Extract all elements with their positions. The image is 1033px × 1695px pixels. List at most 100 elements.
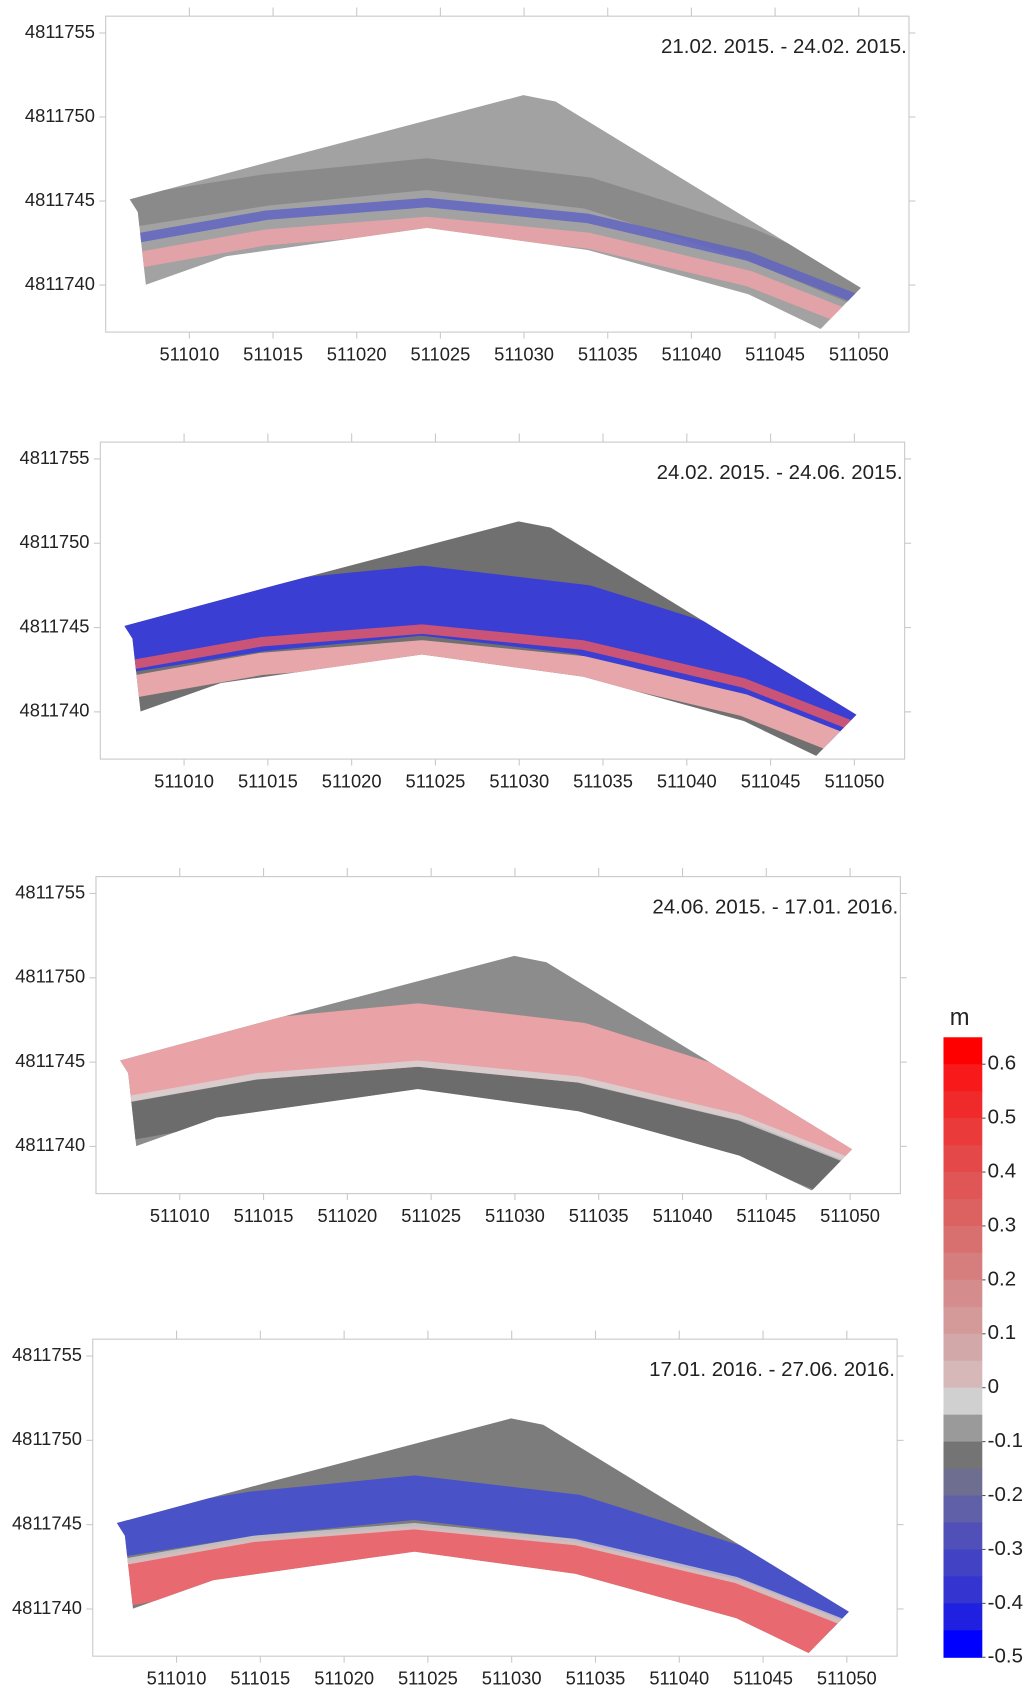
- x-tick-label: 511025: [406, 771, 466, 792]
- x-tick-label: 511020: [327, 344, 387, 365]
- x-tick-label: 511045: [745, 344, 805, 365]
- colorbar-segment: [943, 1064, 983, 1092]
- x-tick-label: 511050: [824, 771, 884, 792]
- colorbar-tick-label: 0: [988, 1375, 999, 1398]
- colorbar-segment: [943, 1630, 983, 1658]
- band: [129, 158, 861, 309]
- plot-frame: [92, 1338, 898, 1657]
- colorbar-tick-label: 0.2: [988, 1267, 1016, 1290]
- colorbar-segment: [943, 1333, 983, 1362]
- x-tick-label: 511020: [317, 1205, 377, 1226]
- y-tick-label: 4811755: [20, 447, 90, 468]
- x-tick-label: 511045: [736, 1205, 796, 1226]
- colorbar-segment: [943, 1549, 983, 1577]
- x-tick-label: 511010: [150, 1205, 210, 1226]
- x-tick-label: 511025: [410, 344, 470, 365]
- colorbar-title: m: [950, 1005, 970, 1031]
- band: [124, 640, 857, 756]
- x-tick-label: 511010: [154, 771, 214, 792]
- colorbar-segment: [943, 1414, 983, 1443]
- x-tick-label: 511035: [566, 1668, 626, 1689]
- band: [120, 1066, 853, 1191]
- colorbar-segment: [943, 1468, 983, 1497]
- colorbar-segment: [943, 1225, 983, 1254]
- colorbar-segment: [943, 1360, 983, 1389]
- y-tick-label: 4811745: [12, 1513, 82, 1534]
- x-tick-label: 511025: [401, 1205, 461, 1226]
- x-tick-label: 511035: [569, 1205, 629, 1226]
- plot-frame: [105, 15, 910, 333]
- colorbar-segment: [943, 1172, 983, 1200]
- colorbar-tick-label: -0.3: [988, 1537, 1023, 1560]
- band: [120, 1060, 853, 1169]
- band: [129, 216, 861, 329]
- x-tick-label: 511040: [662, 344, 722, 365]
- colorbar-segment: [943, 1279, 983, 1308]
- x-tick-label: 511040: [653, 1205, 713, 1226]
- colorbar-tick-label: -0.2: [988, 1483, 1023, 1506]
- band: [120, 1003, 853, 1185]
- x-tick-label: 511015: [234, 1205, 294, 1226]
- band: [124, 624, 857, 735]
- panel-title: 17.01. 2016. - 27.06. 2016.: [649, 1358, 895, 1381]
- x-tick-label: 511030: [482, 1668, 542, 1689]
- x-tick-label: 511010: [159, 344, 219, 365]
- x-tick-label: 511050: [820, 1205, 880, 1226]
- panel-title: 24.06. 2015. - 17.01. 2016.: [652, 895, 898, 918]
- x-tick-label: 511040: [649, 1668, 709, 1689]
- colorbar-segment: [943, 1576, 983, 1604]
- colorbar-segment: [943, 1522, 983, 1550]
- colorbar-tick-label: -0.1: [988, 1429, 1023, 1452]
- x-tick-label: 511035: [573, 771, 633, 792]
- y-tick-label: 4811755: [12, 1344, 82, 1365]
- colorbar-segment: [943, 1145, 983, 1173]
- y-tick-label: 4811740: [20, 700, 90, 721]
- x-tick-label: 511035: [578, 344, 638, 365]
- colorbar-segment: [943, 1387, 983, 1416]
- x-tick-label: 511030: [485, 1205, 545, 1226]
- panel-title: 24.02. 2015. - 24.06. 2015.: [657, 461, 903, 484]
- x-tick-label: 511010: [147, 1668, 207, 1689]
- y-tick-label: 4811740: [15, 1134, 85, 1155]
- colorbar-segment: [943, 1441, 983, 1470]
- y-tick-label: 4811745: [25, 189, 95, 210]
- colorbar-segment: [943, 1306, 983, 1335]
- y-tick-label: 4811740: [25, 273, 95, 294]
- plot-frame: [95, 876, 901, 1195]
- surface-bands: [120, 1003, 853, 1191]
- y-tick-label: 4811750: [20, 531, 90, 552]
- y-tick-label: 4811740: [12, 1597, 82, 1618]
- x-tick-label: 511015: [238, 771, 298, 792]
- colorbar-tick-label: 0.3: [988, 1213, 1016, 1236]
- surface-bands: [129, 158, 861, 329]
- x-tick-label: 511050: [829, 344, 889, 365]
- colorbar-tick-label: 0.4: [988, 1159, 1016, 1182]
- x-tick-label: 511020: [322, 771, 382, 792]
- x-tick-label: 511015: [230, 1668, 290, 1689]
- y-tick-label: 4811755: [25, 21, 95, 42]
- colorbar-segment: [943, 1495, 983, 1524]
- y-tick-label: 4811755: [15, 881, 85, 902]
- y-tick-label: 4811750: [25, 105, 95, 126]
- colorbar-tick-label: -0.5: [988, 1645, 1023, 1668]
- y-tick-label: 4811745: [15, 1050, 85, 1071]
- colorbar-segment: [943, 1091, 983, 1119]
- y-tick-label: 4811750: [12, 1428, 82, 1449]
- band: [116, 1526, 849, 1654]
- x-tick-label: 511040: [657, 771, 717, 792]
- x-tick-label: 511025: [398, 1668, 458, 1689]
- colorbar-segment: [943, 1252, 983, 1281]
- colorbar-segment: [943, 1199, 983, 1227]
- colorbar-tick-label: 0.6: [988, 1052, 1016, 1075]
- band: [124, 565, 857, 754]
- colorbar-tick-label: 0.1: [988, 1321, 1016, 1344]
- colorbar-tick-label: -0.4: [988, 1591, 1023, 1614]
- x-tick-label: 511045: [733, 1668, 793, 1689]
- x-tick-label: 511030: [489, 771, 549, 792]
- surface-bands: [124, 565, 857, 756]
- panel-title: 21.02. 2015. - 24.02. 2015.: [661, 35, 907, 58]
- x-tick-label: 511050: [817, 1668, 877, 1689]
- colorbar-segment: [943, 1118, 983, 1146]
- surface-bands: [116, 1475, 849, 1654]
